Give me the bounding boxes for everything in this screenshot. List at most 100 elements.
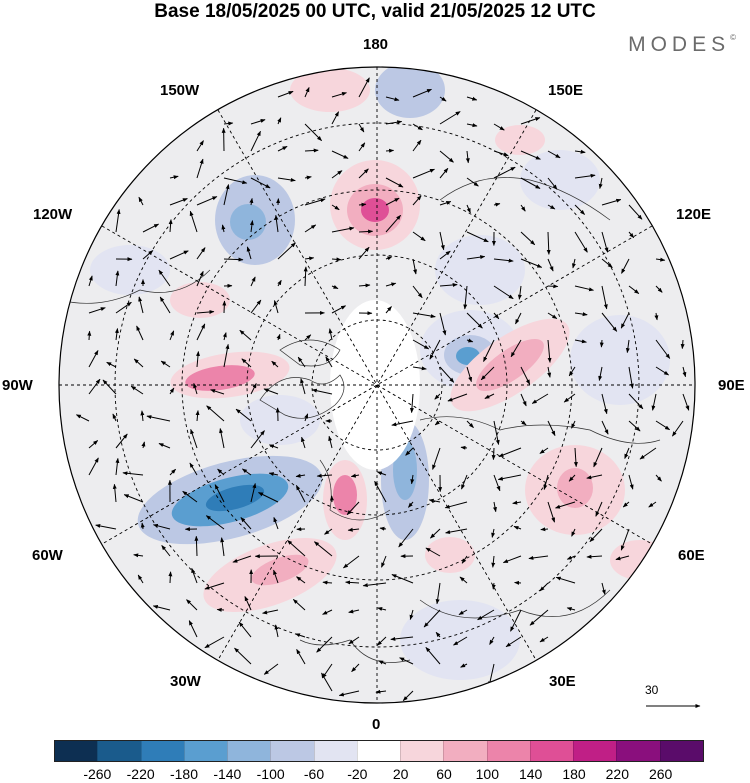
wind-vector (206, 405, 225, 422)
wind-vector (95, 523, 117, 530)
wind-vector (682, 393, 690, 411)
wind-vector (152, 523, 171, 530)
colorbar-tick-label: -180 (169, 766, 199, 782)
wind-vector (620, 528, 630, 551)
colorbar-tick-label: 100 (475, 766, 500, 782)
wind-vector (491, 555, 496, 568)
colorbar-swatch (400, 741, 444, 761)
wind-vector (459, 576, 468, 584)
wind-vector (463, 285, 468, 310)
wind-vector (314, 541, 333, 557)
wind-vector (412, 312, 436, 319)
colorbar-tick-label: -140 (213, 766, 242, 782)
wind-vector (182, 490, 198, 503)
wind-vector (547, 204, 556, 210)
wind-vector (502, 555, 522, 564)
colorbar-tick-label: -60 (303, 766, 325, 782)
colorbar-swatch (313, 741, 357, 761)
wind-vector (601, 198, 622, 206)
wind-vector (304, 413, 309, 422)
wind-vector (385, 96, 400, 102)
wind-vector (196, 196, 218, 206)
wind-vector (563, 393, 576, 403)
wind-vector (295, 484, 306, 503)
wind-vector (601, 393, 608, 415)
wind-vector (152, 605, 171, 611)
wind-vector (328, 328, 333, 341)
wind-vector (439, 250, 451, 260)
lon-label-90w: 90W (2, 377, 33, 394)
wind-vector (210, 389, 225, 395)
wind-vector (615, 555, 630, 561)
wind-vector (223, 177, 248, 185)
wind-vector (250, 130, 261, 152)
wind-vector (338, 690, 360, 697)
wind-vector (343, 555, 360, 569)
wind-vector (425, 547, 441, 557)
wind-vector (102, 379, 117, 395)
wind-vector (601, 231, 609, 253)
wind-vector (648, 501, 657, 508)
wind-vector (268, 444, 279, 449)
wind-vector (671, 420, 684, 437)
wind-vector (385, 177, 404, 188)
wind-vector (346, 501, 360, 516)
wind-vector (316, 473, 333, 478)
wind-vector (205, 515, 225, 530)
wind-vector (136, 325, 144, 341)
wind-vector (169, 387, 175, 395)
wind-vector (244, 595, 252, 611)
wind-vector (385, 256, 393, 261)
wind-vector (531, 393, 549, 404)
wind-vector (325, 356, 333, 368)
wind-vector (655, 366, 670, 376)
wind-vector (196, 351, 200, 368)
wind-vector (232, 555, 252, 563)
wind-vector (250, 177, 271, 189)
wind-vector (398, 528, 414, 548)
wind-vector (547, 312, 558, 320)
colorbar-tick-label: -20 (347, 766, 368, 782)
wind-vector (543, 474, 549, 490)
wind-vector (624, 447, 630, 459)
wind-vector (385, 282, 397, 287)
wind-vector (385, 306, 392, 314)
wind-vector (196, 158, 204, 179)
wind-vector (655, 420, 671, 431)
wind-vectors (75, 77, 690, 701)
wind-vector (196, 323, 206, 341)
wind-vector (493, 258, 514, 263)
wind-vector (539, 636, 549, 643)
colorbar-ticks: -260 -220 -180 -140 -100 -60 -20 20 60 100 140 180 2… (0, 766, 750, 783)
wind-vector (520, 150, 541, 160)
wind-vector (223, 257, 244, 262)
wind-vector (385, 120, 403, 125)
wind-vector (133, 358, 144, 368)
wind-vector (466, 123, 478, 128)
wind-vector (273, 569, 279, 584)
wind-vector (439, 231, 445, 251)
wind-vector (220, 537, 225, 557)
brand-text: MODES (628, 33, 731, 56)
wind-vector (196, 247, 206, 260)
wind-vector (412, 285, 423, 299)
wind-vector (350, 473, 360, 478)
wind-vector (295, 633, 306, 638)
colorbar-tick-label: 60 (436, 766, 452, 782)
wind-vector (250, 299, 262, 314)
wind-vector (235, 408, 252, 422)
wind-vector (292, 599, 306, 611)
wind-vector (358, 246, 370, 260)
wind-vector (412, 231, 426, 242)
wind-vector (520, 258, 543, 268)
wind-vector (555, 501, 576, 509)
wind-vector (115, 209, 121, 233)
colorbar-swatch (443, 741, 487, 761)
wind-vector (430, 528, 441, 539)
wind-vector (547, 366, 552, 378)
wind-vector (517, 285, 522, 300)
wind-vector (434, 393, 441, 400)
wind-vector (88, 350, 99, 368)
wind-vector (493, 312, 500, 320)
wind-vector (628, 420, 641, 432)
